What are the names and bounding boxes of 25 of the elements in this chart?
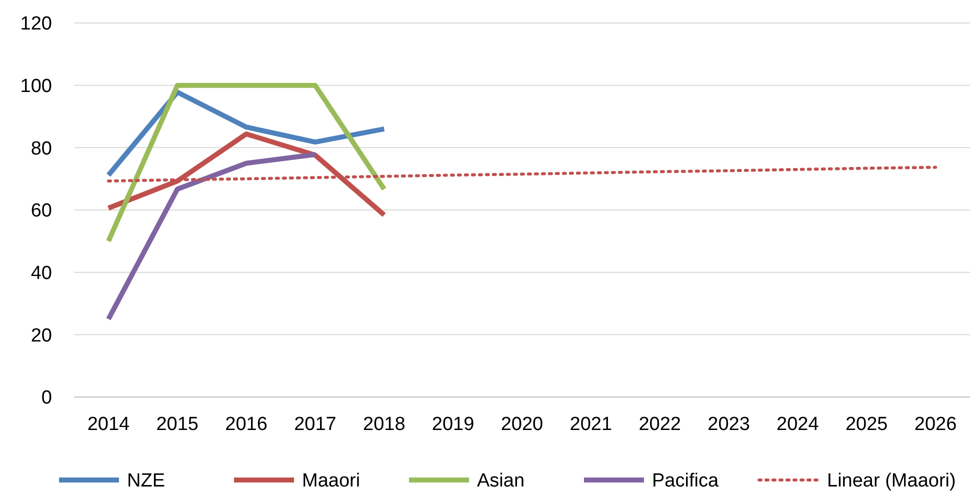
- x-tick-label: 2026: [914, 414, 957, 435]
- y-tick-label: 0: [41, 388, 52, 409]
- x-tick-label: 2018: [363, 414, 406, 435]
- x-tick-label: 2014: [87, 414, 130, 435]
- y-tick-label: 40: [30, 262, 52, 284]
- y-tick-label: 60: [30, 200, 52, 222]
- x-tick-label: 2025: [845, 414, 888, 435]
- legend-label: Pacifica: [652, 470, 719, 491]
- y-tick-label: 20: [30, 325, 52, 346]
- legend-label: Asian: [477, 470, 525, 491]
- legend-label: NZE: [127, 470, 165, 491]
- x-tick-label: 2024: [776, 414, 820, 435]
- y-tick-label: 100: [20, 76, 52, 97]
- x-tick-label: 2016: [225, 414, 268, 435]
- x-tick-label: 2015: [156, 414, 199, 435]
- x-tick-label: 2023: [708, 414, 750, 435]
- legend-label: Linear (Maaori): [827, 470, 956, 491]
- legend-label: Maaori: [302, 470, 360, 491]
- x-tick-label: 2019: [432, 414, 474, 435]
- y-tick-label: 80: [30, 138, 52, 160]
- x-tick-label: 2021: [570, 414, 612, 435]
- x-tick-label: 2022: [638, 414, 681, 435]
- x-tick-label: 2017: [294, 414, 336, 435]
- x-tick-label: 2020: [500, 414, 544, 435]
- y-tick-label: 120: [20, 14, 52, 35]
